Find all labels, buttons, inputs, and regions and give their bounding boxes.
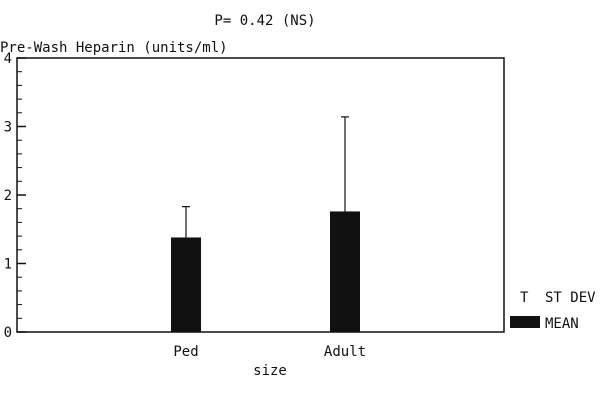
legend-stdev-symbol: T [520, 290, 529, 306]
bar-ped [171, 237, 201, 332]
legend-mean-label: MEAN [545, 316, 579, 332]
y-axis: 0 1 2 3 4 [4, 51, 26, 341]
y-tick-label: 3 [4, 120, 12, 136]
error-bars-group [182, 116, 349, 238]
y-tick-label: 0 [4, 325, 12, 341]
x-axis: Ped Adult [173, 326, 366, 360]
y-axis-label: Pre-Wash Heparin (units/ml) [0, 40, 228, 56]
bar-adult [330, 211, 360, 332]
legend-mean-swatch [510, 316, 540, 328]
x-tick-label-ped: Ped [173, 344, 198, 360]
x-tick-label-adult: Adult [324, 344, 366, 360]
y-tick-label: 2 [4, 188, 12, 204]
x-axis-label: size [253, 363, 287, 379]
legend-stdev-label: ST DEV [545, 290, 596, 306]
legend: T ST DEV MEAN [510, 290, 596, 332]
y-tick-label: 1 [4, 257, 12, 273]
bars-group [171, 211, 360, 332]
y-tick-label: 4 [4, 51, 12, 67]
chart-title: P= 0.42 (NS) [214, 13, 315, 29]
plot-frame [16, 57, 505, 333]
